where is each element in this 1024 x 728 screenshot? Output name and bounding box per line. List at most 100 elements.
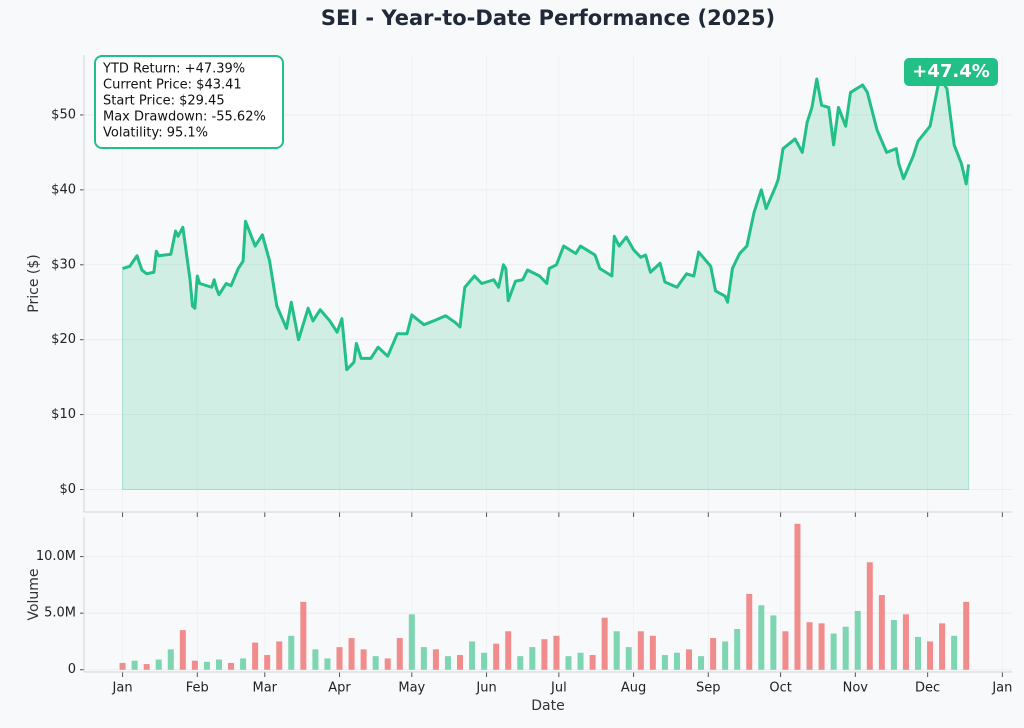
volume-bar xyxy=(589,655,596,670)
volume-bar xyxy=(963,601,970,670)
x-tick-label: Aug xyxy=(621,681,646,696)
volume-bar xyxy=(119,662,126,670)
y-tick-label: $10 xyxy=(51,407,76,422)
volume-bar xyxy=(661,655,668,670)
volume-bar xyxy=(866,562,873,670)
y-tick-label: 10.0M xyxy=(36,549,76,564)
stats-text: Start Price: $29.45 xyxy=(103,94,225,109)
chart-title: SEI - Year-to-Date Performance (2025) xyxy=(321,6,775,30)
x-tick-label: Sep xyxy=(696,681,721,696)
y-tick-label: $0 xyxy=(59,482,76,497)
volume-bar xyxy=(649,635,656,670)
volume-bar xyxy=(155,659,162,670)
x-tick-label: Jul xyxy=(550,681,567,696)
y-tick-label: 5.0M xyxy=(44,606,76,621)
volume-bar xyxy=(360,649,367,670)
volume-bar xyxy=(179,630,186,670)
y-axis-label: Price ($) xyxy=(26,254,42,312)
volume-bar xyxy=(167,649,174,670)
x-tick-label: Jun xyxy=(475,681,496,696)
volume-bar xyxy=(541,639,548,670)
volume-bar xyxy=(746,593,753,670)
volume-bar xyxy=(505,631,512,670)
volume-bar xyxy=(625,647,632,670)
x-tick-label: Dec xyxy=(915,681,940,696)
volume-bar xyxy=(553,635,560,670)
volume-bar xyxy=(300,601,307,670)
volume-bar xyxy=(396,638,403,670)
volume-bar xyxy=(228,662,235,670)
stats-text: YTD Return: +47.39% xyxy=(102,62,245,77)
volume-bar xyxy=(372,656,379,670)
volume-bar xyxy=(203,661,210,670)
volume-bar xyxy=(336,647,343,670)
volume-bar xyxy=(794,523,801,670)
return-badge xyxy=(904,58,998,86)
x-tick-label: Mar xyxy=(253,681,278,696)
volume-bar xyxy=(878,595,885,670)
volume-bar xyxy=(469,641,476,670)
volume-bar xyxy=(577,652,584,670)
volume-bar xyxy=(348,638,355,670)
volume-bar xyxy=(673,652,680,670)
x-tick-label: Feb xyxy=(186,681,209,696)
volume-bar xyxy=(384,658,391,670)
volume-bar xyxy=(758,605,765,670)
y-tick-label: $40 xyxy=(51,182,76,197)
volume-bar xyxy=(914,636,921,670)
y-tick-label: $30 xyxy=(51,257,76,272)
y-tick-label: $50 xyxy=(51,107,76,122)
x-tick-label: Oct xyxy=(769,681,791,696)
x-tick-label: Nov xyxy=(843,681,869,696)
stats-box-frame xyxy=(94,55,284,149)
x-tick-label: May xyxy=(398,681,425,696)
volume-bar xyxy=(818,623,825,670)
volume-bar xyxy=(420,647,427,670)
volume-bar xyxy=(481,652,488,670)
volume-bar xyxy=(444,656,451,670)
stats-text: Max Drawdown: -55.62% xyxy=(103,110,266,125)
x-tick-label: Apr xyxy=(328,681,351,696)
volume-bar xyxy=(806,622,813,670)
volume-bar xyxy=(613,631,620,670)
volume-bar xyxy=(264,655,271,670)
volume-bar xyxy=(902,614,909,670)
volume-bar xyxy=(408,614,415,670)
volume-bar xyxy=(457,655,464,670)
volume-bar xyxy=(517,656,524,670)
volume-bar xyxy=(854,610,861,670)
volume-bar xyxy=(131,660,138,670)
volume-bar xyxy=(637,631,644,670)
volume-bar xyxy=(710,638,717,670)
volume-bar xyxy=(770,615,777,670)
volume-bar xyxy=(240,658,247,670)
x-tick-label: Jan xyxy=(112,681,133,696)
y-tick-label: $20 xyxy=(51,332,76,347)
volume-bar xyxy=(939,623,946,670)
volume-bar xyxy=(529,647,536,670)
y-tick-label: 0 xyxy=(68,662,76,677)
volume-bar xyxy=(686,649,693,670)
volume-bar xyxy=(191,660,198,670)
volume-bar xyxy=(782,631,789,670)
volume-bar xyxy=(252,642,259,670)
x-axis-label: Date xyxy=(531,698,564,714)
volume-bar xyxy=(951,635,958,670)
volume-bar xyxy=(830,633,837,670)
volume-bar xyxy=(734,629,741,670)
volume-bar xyxy=(143,664,150,670)
volume-bar xyxy=(312,649,319,670)
volume-bar xyxy=(288,635,295,670)
stats-text: Volatility: 95.1% xyxy=(103,126,208,141)
price-line xyxy=(122,75,971,372)
volume-bar xyxy=(493,643,500,670)
stats-text: Current Price: $43.41 xyxy=(103,78,242,93)
volume-bar xyxy=(215,659,222,670)
volume-bar xyxy=(324,658,331,670)
volume-bar xyxy=(565,656,572,670)
volume-bar xyxy=(842,626,849,670)
volume-bar xyxy=(432,649,439,670)
volume-bar xyxy=(276,641,283,670)
